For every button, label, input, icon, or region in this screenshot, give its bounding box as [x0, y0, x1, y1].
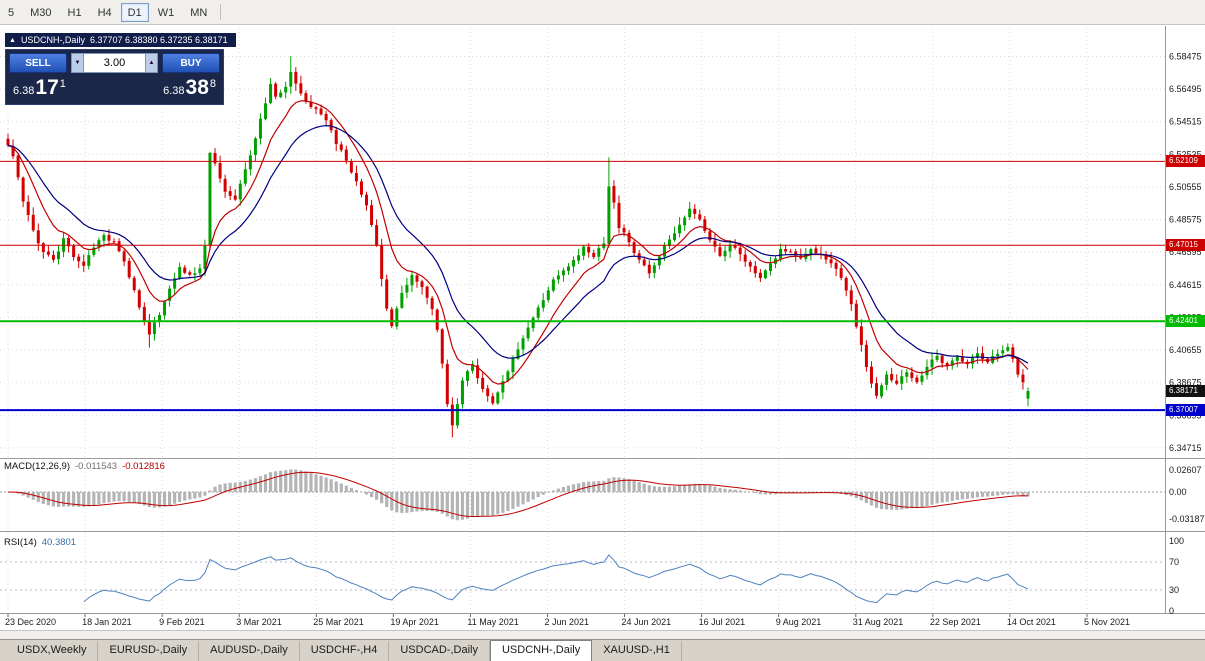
date-axis-label: 31 Aug 2021 [853, 617, 904, 627]
buy-button[interactable]: BUY [162, 53, 220, 73]
volume-down-button[interactable]: ▼ [71, 53, 84, 73]
volume-input[interactable] [84, 53, 145, 73]
price-axis-label: 6.44615 [1169, 280, 1202, 290]
tab-eurusd-daily[interactable]: EURUSD-,Daily [98, 641, 200, 661]
timeframe-toolbar: 5 M30 H1 H4 D1 W1 MN [0, 0, 1205, 25]
rsi-name: RSI(14) [4, 537, 37, 548]
rsi-axis-label: 100 [1169, 536, 1184, 546]
tab-usdcad-daily[interactable]: USDCAD-,Daily [389, 641, 490, 661]
macd-axis-label: -0.03187 [1169, 514, 1205, 524]
tab-usdcnh-daily[interactable]: USDCNH-,Daily [489, 640, 593, 661]
price-axis-label: 6.40655 [1169, 345, 1202, 355]
chart-title-bar: ▲ USDCNH-,Daily 6.37707 6.38380 6.37235 … [5, 33, 236, 47]
sell-price-display[interactable]: 6.38 17 1 [9, 76, 70, 101]
price-axis-label: 6.48575 [1169, 215, 1202, 225]
timeframe-button-m30[interactable]: M30 [23, 3, 58, 22]
chart-tab-bar: USDX,Weekly EURUSD-,Daily AUDUSD-,Daily USD… [0, 639, 1205, 661]
date-axis-label: 18 Jan 2021 [82, 617, 132, 627]
price-tag-6-47015: 6.47015 [1166, 239, 1205, 251]
rsi-label: RSI(14) 40.3801 [4, 537, 81, 548]
macd-label: MACD(12,26,9) -0.011543 -0.012816 [4, 461, 170, 472]
timeframe-button-h4[interactable]: H4 [91, 3, 119, 22]
panel-separators [0, 26, 1205, 614]
price-tag-6-38171: 6.38171 [1166, 385, 1205, 397]
date-axis-label: 16 Jul 2021 [699, 617, 746, 627]
rsi-layer [0, 554, 1165, 604]
grid-layer [0, 28, 1165, 612]
date-axis-label: 23 Dec 2020 [5, 617, 56, 627]
price-tag-6-42401: 6.42401 [1166, 315, 1205, 327]
macd-axis-label: 0.00 [1169, 487, 1187, 497]
sell-price-big: 17 [35, 76, 59, 99]
collapse-icon[interactable]: ▲ [9, 36, 16, 44]
timeframe-button-w1[interactable]: W1 [151, 3, 182, 22]
price-axis-label: 6.38675 [1169, 378, 1202, 388]
moving-averages-layer [7, 100, 1029, 385]
date-axis-label: 9 Aug 2021 [776, 617, 822, 627]
price-tag-6-52109: 6.52109 [1166, 155, 1205, 167]
sell-price-sup: 1 [59, 78, 66, 90]
price-axis-label: 6.58475 [1169, 51, 1202, 61]
sell-button[interactable]: SELL [9, 53, 67, 73]
price-axis-label: 6.46595 [1169, 247, 1202, 257]
price-axis-label: 6.34715 [1169, 443, 1202, 453]
volume-up-button[interactable]: ▲ [145, 53, 158, 73]
date-axis-label: 24 Jun 2021 [622, 617, 672, 627]
price-axis-label: 6.56495 [1169, 84, 1202, 94]
timeframe-button-5[interactable]: 5 [1, 3, 21, 22]
date-axis-label: 9 Feb 2021 [159, 617, 205, 627]
sell-price-prefix: 6.38 [13, 85, 35, 97]
macd-name: MACD(12,26,9) [4, 461, 70, 472]
chart-ohlc-values: 6.37707 6.38380 6.37235 6.38171 [89, 35, 228, 45]
rsi-value: 40.3801 [41, 537, 77, 548]
rsi-axis-label: 70 [1169, 557, 1179, 567]
timeframe-button-mn[interactable]: MN [183, 3, 214, 22]
axis-labels-layer: 6.58475 6.56495 6.54515 6.52535 6.50555 6.485… [5, 51, 1205, 627]
tab-xauusd-h1[interactable]: XAUUSD-,H1 [592, 641, 682, 661]
toolbar-divider [220, 4, 222, 20]
date-axis-label: 11 May 2021 [467, 617, 518, 627]
tab-usdchf-h4[interactable]: USDCHF-,H4 [300, 641, 390, 661]
date-axis-label: 19 Apr 2021 [390, 617, 439, 627]
tab-usdx-weekly[interactable]: USDX,Weekly [6, 641, 99, 661]
macd-main-value: -0.011543 [75, 461, 118, 472]
price-axis-label: 6.52535 [1169, 149, 1202, 159]
buy-price-sup: 8 [209, 78, 216, 90]
price-axis-label: 6.54515 [1169, 117, 1202, 127]
date-axis-label: 2 Jun 2021 [544, 617, 589, 627]
macd-layer [0, 469, 1165, 521]
tab-audusd-daily[interactable]: AUDUSD-,Daily [199, 641, 300, 661]
macd-signal-value: -0.012816 [122, 461, 165, 472]
rsi-axis-label: 30 [1169, 585, 1179, 595]
date-axis-label: 22 Sep 2021 [930, 617, 981, 627]
buy-price-big: 38 [185, 76, 209, 99]
rsi-axis-label: 0 [1169, 606, 1174, 616]
price-axis-label: 6.50555 [1169, 182, 1202, 192]
date-axis-label: 25 Mar 2021 [313, 617, 364, 627]
volume-stepper: ▼ ▲ [69, 53, 160, 73]
chart-symbol-label: USDCNH-,Daily [20, 35, 85, 45]
date-axis-label: 14 Oct 2021 [1007, 617, 1056, 627]
candles-layer [6, 56, 1030, 438]
timeframe-button-d1[interactable]: D1 [120, 2, 149, 22]
status-strip [0, 630, 1205, 639]
price-tag-6-37007: 6.37007 [1166, 404, 1205, 416]
timeframe-button-h1[interactable]: H1 [61, 3, 89, 22]
horizontal-lines-layer [0, 160, 1165, 412]
macd-axis-label: 0.02607 [1169, 465, 1202, 475]
buy-price-display[interactable]: 6.38 38 8 [159, 76, 220, 101]
date-axis-label: 3 Mar 2021 [236, 617, 282, 627]
date-axis-label: 5 Nov 2021 [1084, 617, 1130, 627]
buy-price-prefix: 6.38 [163, 85, 185, 97]
